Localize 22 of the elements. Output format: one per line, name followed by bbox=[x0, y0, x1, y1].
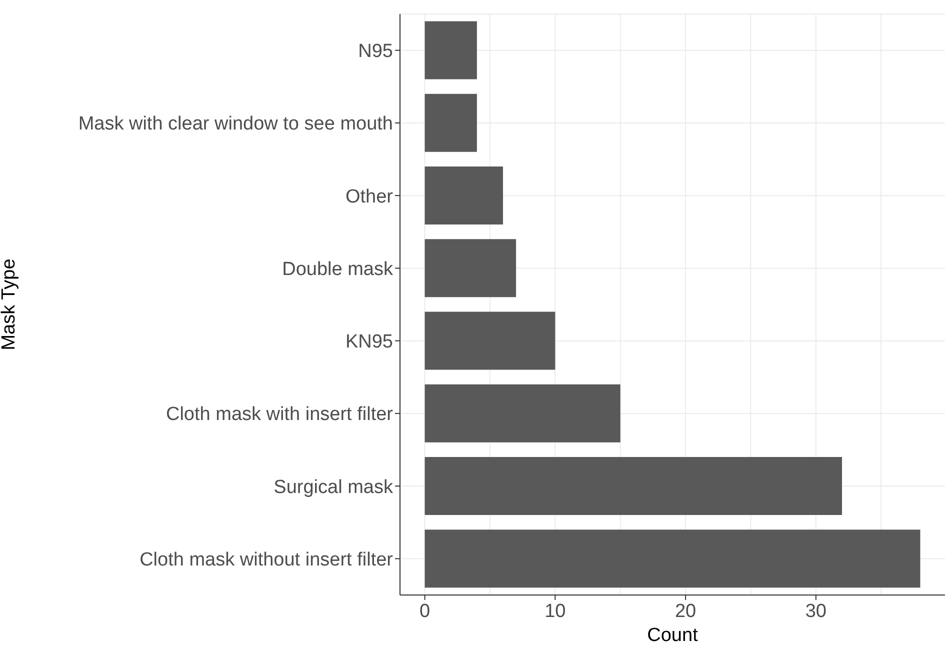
bar bbox=[424, 530, 920, 588]
x-tick-label: 20 bbox=[674, 601, 696, 622]
bar bbox=[424, 312, 556, 370]
y-tick-label: Other bbox=[345, 186, 394, 208]
y-axis-title: Mask Type bbox=[0, 258, 20, 350]
x-tick-label: 0 bbox=[419, 601, 430, 622]
y-tick-label: Mask with clear window to see mouth bbox=[78, 114, 393, 135]
bar bbox=[424, 94, 477, 152]
y-tick-label: Surgical mask bbox=[274, 476, 394, 498]
bar bbox=[424, 166, 503, 225]
bar bbox=[424, 21, 477, 80]
y-tick-label: KN95 bbox=[345, 332, 393, 353]
bar bbox=[424, 457, 842, 516]
x-tick-label: 30 bbox=[805, 601, 826, 622]
y-tick-label: Cloth mask with insert filter bbox=[166, 404, 394, 426]
y-tick-label: Cloth mask without insert filter bbox=[140, 549, 394, 570]
bar bbox=[424, 239, 516, 298]
y-tick-label: Double mask bbox=[282, 258, 394, 280]
bar bbox=[424, 384, 620, 442]
x-tick-label: 10 bbox=[544, 601, 566, 622]
x-axis-title: Count bbox=[647, 625, 699, 645]
y-tick-label: N95 bbox=[358, 41, 393, 62]
